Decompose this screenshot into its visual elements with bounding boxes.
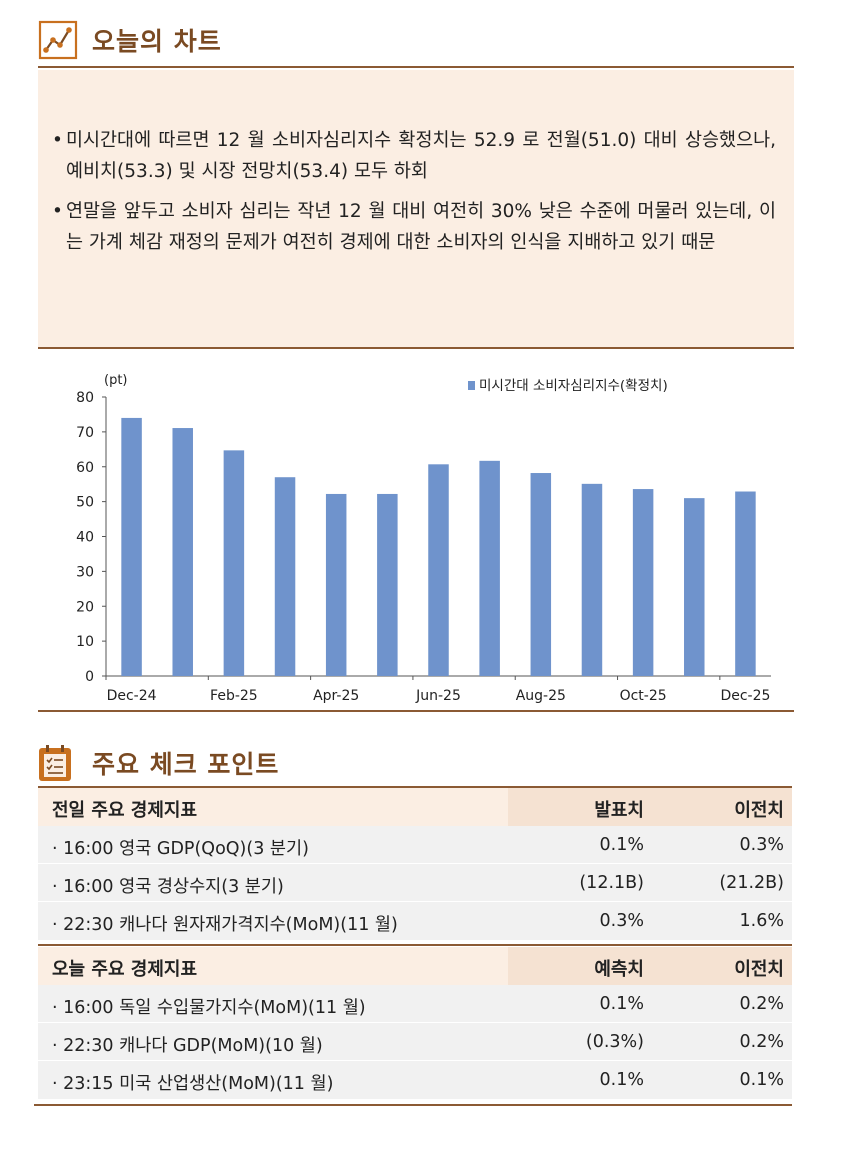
- previous-value: 0.1%: [739, 1070, 784, 1090]
- bullet-dot: •: [52, 201, 63, 222]
- row-separator: [38, 1060, 792, 1061]
- table-row: · 23:15 미국 산업생산(MoM)(11 월) 0.1% 0.1%: [38, 1061, 792, 1099]
- indicator-name: · 16:00 영국 경상수지(3 분기): [52, 877, 284, 897]
- column-header-forecast: 예측치: [594, 959, 644, 980]
- forecast-value: 0.1%: [599, 1070, 644, 1090]
- bar: [325, 493, 347, 676]
- section-title: 오늘의 차트: [92, 27, 222, 56]
- previous-value: (21.2B): [719, 873, 784, 893]
- x-tick-label: Dec-25: [720, 688, 770, 704]
- header-shade: [508, 788, 792, 826]
- bar: [428, 464, 449, 676]
- summary-box: [38, 70, 794, 348]
- bullet-item: • 미시간대에 따르면 12 월 소비자심리지수 확정치는 52.9 로 전월(…: [52, 125, 776, 187]
- x-tick-label: Jun-25: [415, 688, 461, 704]
- table-header-row: 오늘 주요 경제지표 예측치 이전치: [38, 947, 792, 985]
- previous-value: 0.2%: [739, 1032, 784, 1052]
- table-row: · 16:00 영국 GDP(QoQ)(3 분기) 0.1% 0.3%: [38, 826, 792, 864]
- legend-label: 미시간대 소비자심리지수(확정치): [479, 378, 668, 394]
- actual-value: 0.3%: [599, 911, 644, 931]
- indicator-name: · 16:00 독일 수입물가지수(MoM)(11 월): [52, 998, 366, 1018]
- table-header-label: 오늘 주요 경제지표: [52, 959, 198, 980]
- previous-value: 0.2%: [739, 994, 784, 1014]
- legend-swatch: [468, 381, 475, 390]
- table-divider-rule: [38, 944, 792, 946]
- y-tick-label: 60: [76, 460, 94, 476]
- bar: [172, 428, 193, 676]
- row-separator: [38, 863, 792, 864]
- x-tick-label: Feb-25: [210, 688, 258, 704]
- x-tick-label: Oct-25: [620, 688, 667, 704]
- bar: [632, 489, 654, 676]
- previous-value: 0.3%: [739, 835, 784, 855]
- header-shade: [508, 947, 792, 985]
- indicator-name: · 22:30 캐나다 GDP(MoM)(10 월): [52, 1036, 323, 1056]
- bullet-dot: •: [52, 130, 63, 151]
- unit-label: (pt): [104, 373, 128, 388]
- today-table: 오늘 주요 경제지표 예측치 이전치 · 16:00 독일 수입물가지수(MoM…: [38, 947, 792, 1099]
- y-tick-label: 20: [76, 599, 94, 615]
- bar: [223, 450, 245, 676]
- actual-value: 0.1%: [599, 835, 644, 855]
- bar: [121, 417, 142, 676]
- y-tick-label: 40: [76, 530, 94, 546]
- box-bottom-rule: [38, 347, 794, 349]
- table-row: · 16:00 독일 수입물가지수(MoM)(11 월) 0.1% 0.2%: [38, 985, 792, 1023]
- y-tick-label: 80: [76, 390, 94, 406]
- column-header-previous: 이전치: [734, 800, 784, 821]
- forecast-value: (0.3%): [585, 1032, 644, 1052]
- x-tick-label: Aug-25: [516, 688, 566, 704]
- indicator-name: · 22:30 캐나다 원자재가격지수(MoM)(11 월): [52, 915, 398, 935]
- row-separator: [38, 901, 792, 902]
- check-points-header: 주요 체크 포인트: [38, 744, 279, 782]
- table-row: · 22:30 캐나다 GDP(MoM)(10 월) (0.3%) 0.2%: [38, 1023, 792, 1061]
- indicator-name: · 16:00 영국 GDP(QoQ)(3 분기): [52, 839, 309, 859]
- bullet-item: • 연말을 앞두고 소비자 심리는 작년 12 월 대비 여전히 30% 낮은 …: [52, 196, 776, 258]
- consumer-sentiment-chart: 0 10 20 30 40 50 60 70 80 (pt) Dec-24 Feb-25 Apr-25 J…: [76, 373, 771, 704]
- forecast-value: 0.1%: [599, 994, 644, 1014]
- bullet-text: 연말을 앞두고 소비자 심리는 작년 12 월 대비 여전히 30% 낮은 수준…: [66, 201, 776, 253]
- bar: [377, 493, 398, 676]
- actual-value: (12.1B): [579, 873, 644, 893]
- chart-bottom-rule: [38, 710, 794, 712]
- section-rule: [38, 66, 794, 68]
- previous-day-table: 전일 주요 경제지표 발표치 이전치 · 16:00 영국 GDP(QoQ)(3…: [38, 788, 792, 940]
- table-bottom-rule: [34, 1104, 792, 1106]
- x-tick-label: Apr-25: [313, 688, 359, 704]
- y-tick-label: 0: [85, 669, 94, 685]
- y-tick-label: 70: [76, 425, 94, 441]
- bar: [581, 483, 603, 676]
- indicator-name: · 23:15 미국 산업생산(MoM)(11 월): [52, 1074, 334, 1094]
- y-tick-label: 10: [76, 634, 94, 650]
- table-header-label: 전일 주요 경제지표: [52, 800, 198, 821]
- bar: [684, 498, 705, 676]
- previous-value: 1.6%: [739, 911, 784, 931]
- table-header-row: 전일 주요 경제지표 발표치 이전치: [38, 788, 792, 826]
- bullet-text: 미시간대에 따르면 12 월 소비자심리지수 확정치는 52.9 로 전월(51…: [66, 130, 776, 182]
- table-row: · 22:30 캐나다 원자재가격지수(MoM)(11 월) 0.3% 1.6%: [38, 902, 792, 940]
- todays-chart-header: 오늘의 차트: [38, 20, 222, 60]
- line-chart-icon: [38, 20, 78, 60]
- x-tick-label: Dec-24: [107, 688, 157, 704]
- y-tick-label: 30: [76, 564, 94, 580]
- bar: [479, 460, 500, 676]
- column-header-actual: 발표치: [594, 800, 644, 821]
- checklist-icon: [39, 745, 71, 781]
- bar: [735, 491, 756, 676]
- y-tick-label: 50: [76, 495, 94, 511]
- section-title: 주요 체크 포인트: [92, 750, 280, 779]
- table-top-rule: [38, 786, 792, 788]
- row-separator: [38, 1022, 792, 1023]
- bar: [530, 473, 552, 676]
- table-row: · 16:00 영국 경상수지(3 분기) (12.1B) (21.2B): [38, 864, 792, 902]
- bar: [274, 477, 296, 676]
- column-header-previous: 이전치: [734, 959, 784, 980]
